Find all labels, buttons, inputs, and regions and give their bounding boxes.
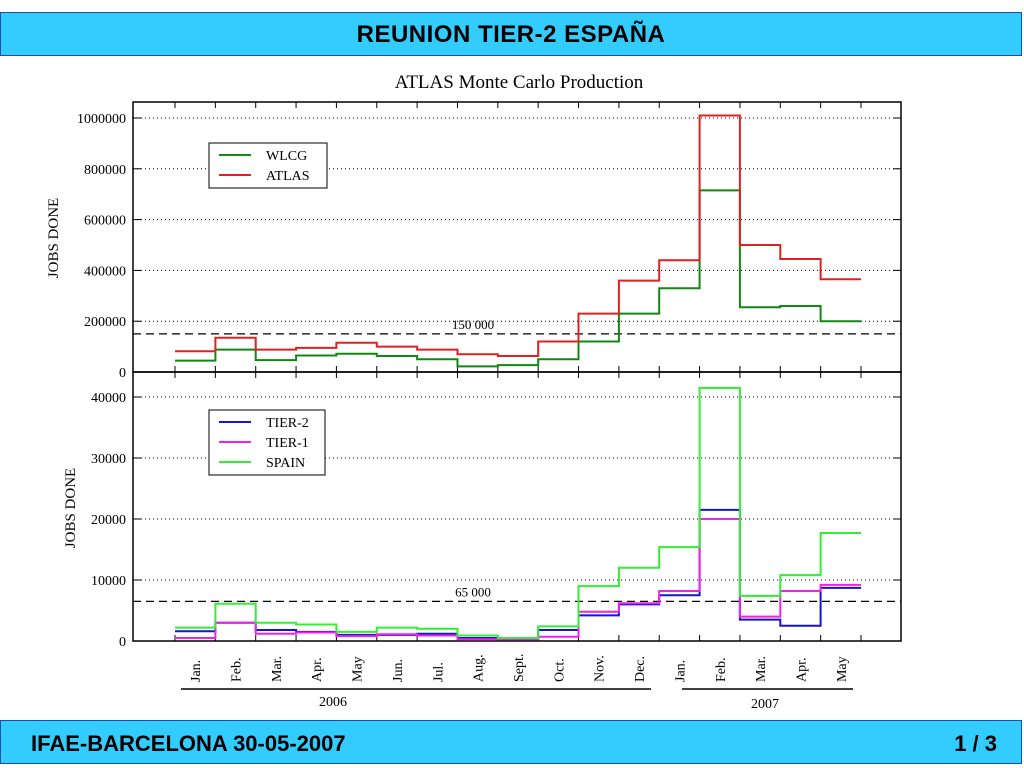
y-tick-label: 10000 [91,574,126,589]
reference-line-label: 65 000 [455,584,491,599]
x-tick-label: Feb. [714,658,729,683]
x-tick-label: Jan. [673,660,688,682]
legend-label: WLCG [266,149,307,164]
x-tick-label: Jun. [391,659,406,682]
x-tick-label: Mar. [754,656,769,682]
footer-banner: IFAE-BARCELONA 30-05-2007 1 / 3 [0,720,1022,764]
x-tick-label: Dec. [633,656,648,682]
x-tick-label: May [351,656,366,682]
production-chart: ATLAS Monte Carlo Production020000040000… [46,72,902,712]
x-tick-label: Apr. [310,658,325,683]
reference-line-label: 150 000 [452,317,494,332]
chart-title: ATLAS Monte Carlo Production [395,72,644,93]
y-tick-label: 0 [119,366,126,381]
y-axis-label: JOBS DONE [46,198,62,278]
x-tick-label: Aug. [472,654,487,682]
y-tick-label: 400000 [84,264,126,279]
series-line-spain [175,386,861,639]
y-tick-label: 30000 [91,452,126,467]
footer-institution-date: IFAE-BARCELONA 30-05-2007 [31,731,346,756]
y-tick-label: 0 [119,635,126,650]
y-tick-label: 1000000 [77,112,126,127]
x-tick-label: Mar. [270,656,285,682]
x-tick-label: Oct. [552,658,567,682]
legend-label: TIER-1 [266,436,309,451]
x-tick-label: Jul. [431,662,446,682]
plot-frame [132,371,902,642]
y-axis-label: JOBS DONE [63,468,79,548]
x-tick-label: Feb. [230,658,245,683]
legend-label: TIER-2 [266,416,309,431]
legend-box [208,142,328,189]
header-title: REUNION TIER-2 ESPAÑA [356,21,666,48]
header-banner: REUNION TIER-2 ESPAÑA [0,12,1022,56]
footer-page-number: 1 / 3 [954,731,997,756]
year-label-2007: 2007 [751,697,779,712]
y-tick-label: 600000 [84,214,126,229]
series-line-atlas [175,114,861,357]
x-tick-label: Jan. [189,660,204,682]
legend-label: ATLAS [266,169,310,184]
x-tick-label: May [835,656,850,682]
y-tick-label: 40000 [91,391,126,406]
x-tick-label: Apr. [794,658,809,683]
y-tick-label: 200000 [84,315,126,330]
series-line-wlcg [175,189,861,368]
series-line-tier-2 [175,508,861,641]
legend-label: SPAIN [266,456,305,471]
year-label-2006: 2006 [319,695,347,710]
y-tick-label: 800000 [84,163,126,178]
x-tick-label: Sept. [512,654,527,682]
x-tick-label: Nov. [593,655,608,682]
series-line-tier-1 [175,518,861,641]
y-tick-label: 20000 [91,513,126,528]
